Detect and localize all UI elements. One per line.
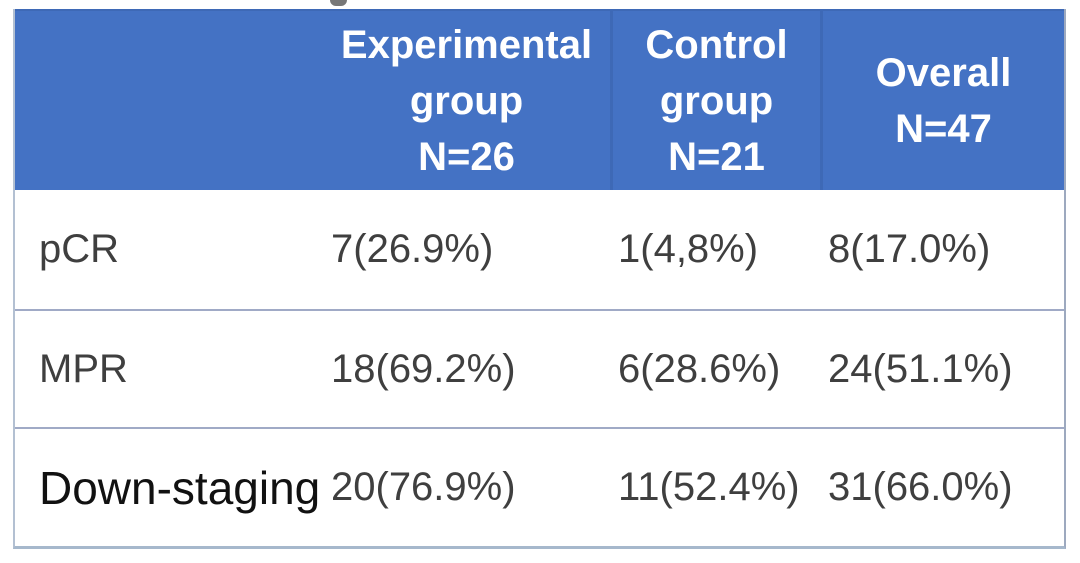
cell-pcr-control: 1(4,8%) (610, 190, 820, 309)
cell-mpr-experimental: 18(69.2%) (323, 309, 610, 427)
header-cell-empty (15, 9, 323, 190)
header-cell-overall: Overall N=47 (820, 9, 1064, 190)
cell-mpr-control: 6(28.6%) (610, 309, 820, 427)
header-cell-control-group: Control group N=21 (610, 9, 820, 190)
cell-down-staging-experimental: 20(76.9%) (323, 427, 610, 546)
row-label-pcr: pCR (15, 190, 323, 309)
cell-pcr-experimental: 7(26.9%) (323, 190, 610, 309)
header-label: Experimental group N=26 (340, 22, 593, 179)
row-label-mpr: MPR (15, 309, 323, 427)
header-cell-experimental-group: Experimental group N=26 (323, 9, 610, 190)
cropped-title-fragment (330, 0, 347, 6)
header-label: Overall N=47 (875, 50, 1012, 151)
cell-down-staging-overall: 31(66.0%) (820, 427, 1064, 546)
cell-down-staging-control: 11(52.4%) (610, 427, 820, 546)
results-table: Experimental group N=26 Control group N=… (13, 9, 1066, 549)
header-label: Control group N=21 (645, 22, 788, 179)
cell-pcr-overall: 8(17.0%) (820, 190, 1064, 309)
row-label-down-staging: Down-staging (15, 427, 323, 546)
cell-mpr-overall: 24(51.1%) (820, 309, 1064, 427)
